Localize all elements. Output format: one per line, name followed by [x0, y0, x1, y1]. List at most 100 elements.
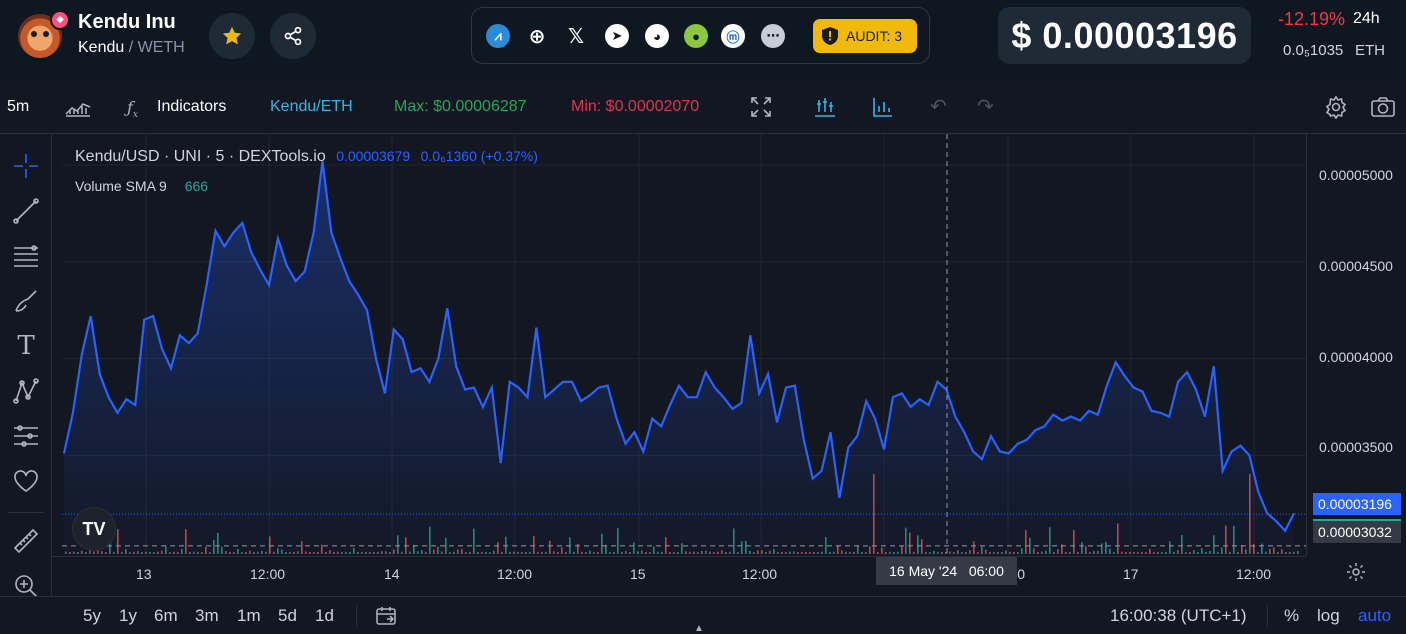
percent-toggle[interactable]: % [1284, 606, 1300, 625]
website-icon[interactable]: ⊕ [528, 25, 546, 48]
volume-value: 666 [184, 178, 209, 194]
min-price-label: Min: $0.00002070 [571, 98, 700, 115]
chart-legend: Kendu/USD · UNI · 5 · DEXTools.io 0.0000… [75, 148, 538, 166]
time-axis[interactable]: 13 12:00 14 12:00 15 12:00 16 12:00 17 1… [52, 556, 1306, 596]
zoom-in-icon[interactable] [11, 571, 41, 601]
chart-toolbar: 5m ƒx Indicators Kendu/ETH Max: $0.00006… [0, 82, 1406, 134]
price-axis[interactable]: 0.00005000 0.00004500 0.00004000 0.00003… [1306, 134, 1406, 556]
coinmarketcap-icon[interactable]: ⓜ [721, 24, 745, 48]
range-6m[interactable]: 6m [154, 606, 178, 625]
redo-icon[interactable]: ↷ [977, 96, 994, 118]
y-tick: 0.00004500 [1319, 258, 1393, 274]
y-tick: 0.00005000 [1319, 167, 1393, 183]
token-name: Kendu Inu [78, 11, 176, 33]
volume-icon[interactable] [872, 96, 894, 118]
x-tick: 17 [1123, 566, 1139, 582]
chart-type-icon[interactable] [64, 97, 92, 117]
range-5d[interactable]: 5d [278, 606, 297, 625]
expand-handle-icon[interactable]: ▲ [694, 623, 704, 634]
x-icon[interactable]: 𝕏 [567, 25, 585, 48]
settings-icon[interactable] [1324, 95, 1348, 119]
crosshair-time-label: 16 May '24 06:00 [876, 557, 1017, 585]
shield-icon [822, 27, 838, 45]
price-line [62, 160, 1295, 533]
x-tick: 12:00 [742, 566, 778, 582]
undo-icon[interactable]: ↶ [930, 96, 947, 118]
telegram-icon[interactable]: ➤ [605, 24, 629, 48]
clock[interactable]: 16:00:38 (UTC+1) [1110, 606, 1247, 625]
reddit-icon[interactable]: ◕ [645, 24, 669, 48]
pair-separator: / [124, 39, 138, 56]
x-tick: 12:00 [250, 566, 286, 582]
fullscreen-icon[interactable] [750, 96, 772, 118]
y-tick: 0.00003500 [1319, 439, 1393, 455]
audit-label: AUDIT: 3 [846, 28, 903, 44]
pair-toggle[interactable]: Kendu/ETH [270, 98, 353, 115]
fx-icon[interactable]: ƒx [127, 98, 138, 121]
trend-line-tool-icon[interactable] [11, 196, 41, 226]
auto-toggle[interactable]: auto [1358, 606, 1392, 625]
price-chart[interactable] [62, 134, 1306, 556]
favorite-button[interactable] [209, 13, 255, 59]
base-symbol[interactable]: Kendu [78, 39, 125, 56]
tradingview-logo[interactable]: TV [72, 507, 116, 551]
star-icon [222, 26, 242, 45]
x-tick: 15 [630, 566, 646, 582]
audit-button[interactable]: AUDIT: 3 [813, 19, 917, 53]
ruler-icon[interactable] [11, 526, 41, 556]
bars-icon[interactable] [814, 96, 836, 118]
drawing-toolbar: T [0, 134, 52, 599]
legend-change: 0.0₆1360 (+0.37%) [420, 148, 538, 164]
price-eth: 0.0₅1035 [1283, 42, 1344, 59]
max-price-label: Max: $0.00006287 [394, 98, 527, 115]
pattern-tool-icon[interactable] [11, 376, 41, 406]
range-5y[interactable]: 5y [83, 606, 101, 625]
prediction-tool-icon[interactable] [11, 421, 41, 451]
change-period: 24h [1353, 10, 1380, 27]
price-change-24h: -12.19% [1278, 9, 1346, 29]
price-usd: $ 0.00003196 [998, 7, 1251, 64]
coingecko-icon[interactable]: ● [684, 24, 708, 48]
range-1d[interactable]: 1d [315, 606, 334, 625]
more-icon[interactable]: ⋯ [761, 24, 785, 48]
legend-title: Kendu/USD · UNI · 5 · DEXTools.io [75, 148, 326, 165]
bottom-bar: 5y 1y 6m 3m 1m 5d 1d 16:00:38 (UTC+1) % … [0, 596, 1406, 633]
calendar-icon[interactable] [375, 605, 397, 627]
indicators-button[interactable]: Indicators [157, 98, 227, 115]
price-area [64, 161, 1294, 556]
share-icon [284, 26, 302, 46]
toolbar-divider [8, 512, 44, 513]
x-tick: 13 [136, 566, 152, 582]
range-1m[interactable]: 1m [237, 606, 261, 625]
dextools-icon[interactable]: ⩘ [486, 24, 510, 48]
social-links: ⩘ ⊕ 𝕏 ➤ ◕ ● ⓜ ⋯ AUDIT: 3 [471, 7, 930, 64]
heart-icon[interactable] [11, 466, 41, 496]
volume-legend: Volume SMA 9 666 [75, 178, 208, 194]
range-3m[interactable]: 3m [195, 606, 219, 625]
axis-settings-icon[interactable] [1345, 561, 1367, 583]
brush-tool-icon[interactable] [11, 286, 41, 316]
x-tick: 12:00 [1236, 566, 1272, 582]
share-button[interactable] [270, 13, 316, 59]
clock-divider [1267, 605, 1268, 627]
volume-label: Volume SMA 9 [75, 178, 167, 194]
pair-line: Kendu / WETH [78, 39, 185, 57]
crosshair-price-label: 0.00003032 [1313, 521, 1401, 543]
log-toggle[interactable]: log [1317, 606, 1340, 625]
x-tick: 14 [384, 566, 400, 582]
quote-symbol[interactable]: WETH [137, 39, 185, 56]
crosshair-tool-icon[interactable] [11, 151, 41, 181]
x-tick: 12:00 [497, 566, 533, 582]
price-eth-unit: ETH [1355, 42, 1385, 59]
text-tool-icon[interactable]: T [17, 331, 35, 361]
chain-badge-icon: ◆ [50, 10, 70, 30]
legend-value: 0.00003679 [336, 148, 411, 164]
range-1y[interactable]: 1y [119, 606, 137, 625]
range-divider [356, 605, 357, 627]
camera-icon[interactable] [1370, 96, 1396, 118]
top-bar: ◆ Kendu Inu Kendu / WETH ⩘ ⊕ 𝕏 ➤ ◕ ● ⓜ ⋯… [0, 0, 1406, 82]
fib-tool-icon[interactable] [11, 241, 41, 271]
volume-bar [1297, 551, 1299, 554]
interval-select[interactable]: 5m [7, 98, 30, 115]
y-tick: 0.00004000 [1319, 349, 1393, 365]
